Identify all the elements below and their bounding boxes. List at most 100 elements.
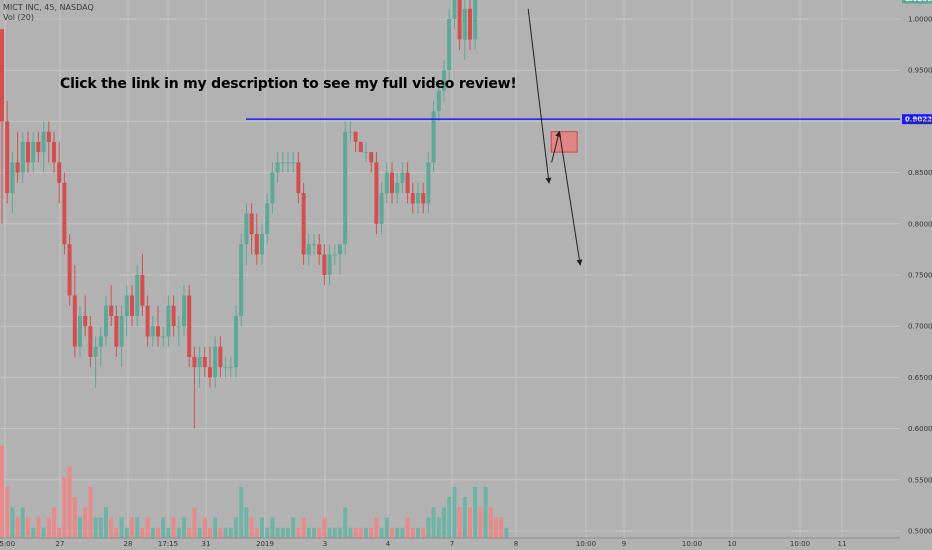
volume-bar xyxy=(213,517,218,538)
volume-bar xyxy=(239,486,244,538)
candle-body xyxy=(306,244,311,255)
candle xyxy=(119,305,124,368)
candle xyxy=(473,0,478,50)
candle-body xyxy=(202,356,207,368)
volume-bar xyxy=(109,517,114,538)
candle xyxy=(338,244,342,275)
candle-body xyxy=(254,234,259,255)
candle xyxy=(343,121,348,255)
volume-bar xyxy=(114,527,119,538)
x-tick-label: 17:15 xyxy=(158,540,178,548)
volume-bar xyxy=(291,517,296,538)
volume-bar xyxy=(384,517,389,538)
projection-arrow xyxy=(527,8,552,184)
candle-body xyxy=(348,131,353,133)
candle xyxy=(416,182,420,214)
volume-bar xyxy=(358,527,363,538)
candle-body xyxy=(468,8,472,40)
candle xyxy=(275,152,280,183)
volume-bar xyxy=(57,527,62,538)
symbol-header: MICT INC, 45, NASDAQ xyxy=(3,3,94,12)
candle xyxy=(291,152,296,173)
volume-bar xyxy=(36,517,41,538)
candle-body xyxy=(114,315,119,347)
candle xyxy=(265,193,270,245)
candle xyxy=(223,356,228,378)
candle-body xyxy=(192,356,197,368)
volume-bar xyxy=(104,507,108,538)
candle xyxy=(405,162,410,204)
candle-body xyxy=(171,305,176,327)
candle xyxy=(306,234,311,265)
candle xyxy=(452,0,457,30)
volume-bar xyxy=(202,517,207,538)
candle-body xyxy=(67,244,72,296)
candle-body xyxy=(369,152,374,163)
candle-body xyxy=(0,29,4,122)
candle xyxy=(384,162,389,204)
volume-bar xyxy=(124,527,129,538)
candle xyxy=(150,315,155,347)
candle-body xyxy=(228,367,233,369)
candle-body xyxy=(421,193,426,204)
candle xyxy=(124,285,129,337)
volume-bar xyxy=(244,507,249,538)
candle xyxy=(10,152,15,214)
volume-bar xyxy=(431,507,436,538)
candle-body xyxy=(244,213,249,245)
volume-bar xyxy=(286,527,290,538)
candle-body xyxy=(36,141,41,153)
candle-body xyxy=(57,162,62,183)
candle xyxy=(78,305,82,357)
candle-body xyxy=(436,90,441,112)
candle xyxy=(5,100,10,204)
candle xyxy=(67,234,72,306)
candle xyxy=(88,315,93,368)
candle xyxy=(135,264,140,327)
candle xyxy=(114,305,119,357)
volume-bar xyxy=(379,527,384,538)
candle-body xyxy=(78,315,82,347)
candle xyxy=(109,285,114,327)
volume-bar xyxy=(452,486,457,538)
candle-body xyxy=(72,295,77,347)
x-tick-label: 4 xyxy=(386,540,391,548)
volume-bar xyxy=(208,527,212,538)
volume-bar xyxy=(192,507,197,538)
candle xyxy=(296,152,301,204)
candle xyxy=(208,346,212,388)
x-tick-label: 11 xyxy=(838,540,847,548)
candle-body xyxy=(15,162,20,173)
candle xyxy=(254,213,259,265)
candle-body xyxy=(390,172,394,194)
volume-bar xyxy=(473,486,478,538)
candle-body xyxy=(104,305,108,337)
volume-bar xyxy=(130,517,134,538)
candle-body xyxy=(260,234,264,255)
y-tick-label: 0.6500 xyxy=(908,374,932,382)
volume-bar xyxy=(301,517,306,538)
candle xyxy=(260,223,264,265)
candle xyxy=(130,285,134,327)
y-tick-label: 0.9000 xyxy=(908,118,932,126)
volume-bar xyxy=(338,527,342,538)
y-tick-label: 0.7000 xyxy=(908,323,932,331)
candle xyxy=(312,234,316,255)
candle-body xyxy=(395,182,400,194)
volume-bar xyxy=(135,517,140,538)
candle-body xyxy=(249,213,254,235)
candle-body xyxy=(343,131,348,245)
candle-body xyxy=(473,0,478,40)
candle xyxy=(0,29,4,224)
candle-body xyxy=(52,141,56,163)
candle-body xyxy=(31,141,36,163)
candle-body xyxy=(405,172,410,194)
y-tick-label: 0.5000 xyxy=(908,528,932,536)
volume-bar xyxy=(364,527,368,538)
volume-bar xyxy=(20,507,25,538)
volume-bar xyxy=(462,497,467,538)
candle xyxy=(15,131,20,183)
candle-body xyxy=(358,141,363,153)
volume-bar xyxy=(353,527,358,538)
